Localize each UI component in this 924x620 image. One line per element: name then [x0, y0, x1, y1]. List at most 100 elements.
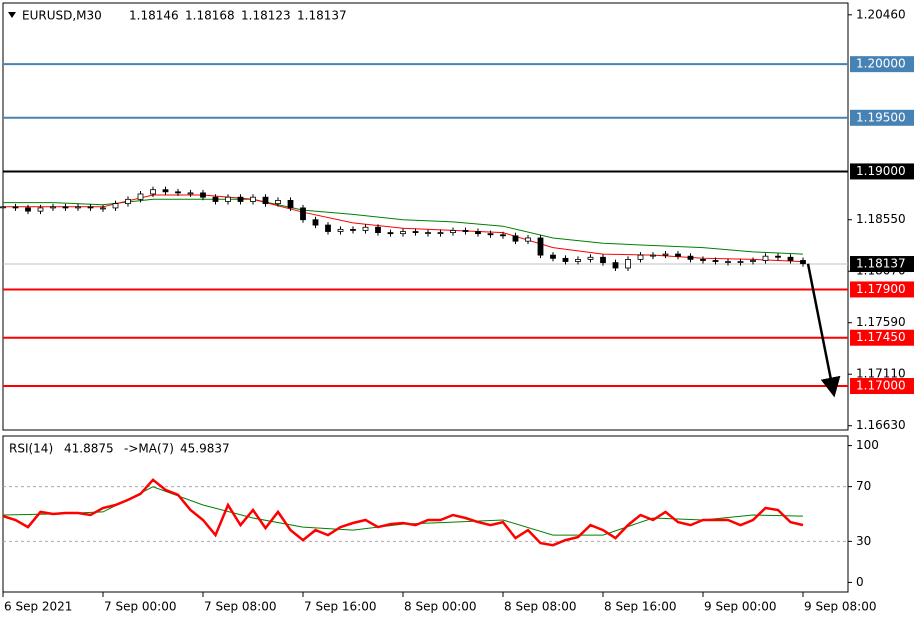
- candle-body: [362, 226, 369, 231]
- candle-body: [550, 254, 556, 259]
- candle-body: [487, 233, 494, 236]
- candle-body: [175, 191, 181, 194]
- candle-body: [200, 192, 206, 198]
- candle-body: [725, 261, 731, 263]
- candle-body: [412, 231, 419, 233]
- candle-body: [525, 237, 531, 242]
- rsi-value: 41.8875: [64, 442, 114, 456]
- y-tick-label: 70: [856, 479, 871, 493]
- candle-body: [612, 262, 619, 269]
- x-tick-label: 7 Sep 00:00: [104, 600, 176, 614]
- candle-body: [450, 230, 456, 233]
- rsi-ma-label: ->MA(7): [124, 442, 174, 456]
- last-price-label: 1.18137: [856, 257, 906, 271]
- x-tick-label: 9 Sep 08:00: [804, 600, 876, 614]
- y-tick-label: 1.18550: [856, 212, 906, 226]
- rsi-title: RSI(14): [9, 442, 53, 456]
- candle-body: [50, 206, 56, 209]
- candle-body: [712, 260, 719, 262]
- candle-body: [112, 203, 119, 209]
- price-pane: [2, 2, 849, 431]
- candle-body: [587, 256, 594, 260]
- moving-average: [3, 198, 804, 255]
- candle-body: [312, 219, 319, 226]
- candle-body: [512, 235, 519, 242]
- candle-body: [100, 207, 106, 210]
- y-tick-label: 1.20460: [856, 7, 906, 21]
- candle-body: [625, 259, 631, 269]
- rsi-line: [2, 478, 804, 547]
- y-tick-label: 100: [856, 438, 879, 452]
- candle-body: [787, 256, 794, 261]
- candle-body: [425, 232, 431, 234]
- candle-body: [650, 254, 656, 257]
- open: 1.18146: [129, 9, 179, 23]
- header: EURUSD,M30 1.18146 1.18168 1.18123 1.181…: [8, 9, 347, 23]
- candle-body: [537, 237, 544, 256]
- high: 1.18168: [185, 9, 235, 23]
- candle-body: [287, 200, 294, 209]
- candle-body: [437, 232, 444, 234]
- close: 1.18137: [297, 9, 347, 23]
- candle-body: [500, 234, 506, 237]
- candle-body: [675, 253, 681, 257]
- level-label: 1.17900: [856, 282, 906, 296]
- candle-body: [662, 253, 669, 256]
- candle-body: [12, 206, 19, 209]
- y-tick-label: 1.16630: [856, 418, 906, 432]
- candle-body: [775, 255, 781, 258]
- candle-body: [737, 261, 744, 263]
- level-tag: [850, 329, 914, 346]
- candle-body: [125, 198, 131, 205]
- x-tick-label: 6 Sep 2021: [4, 600, 72, 614]
- candle-body: [637, 254, 644, 260]
- x-tick-label: 9 Sep 00:00: [704, 600, 776, 614]
- candle-body: [337, 228, 344, 232]
- last-price-tag: [850, 256, 914, 273]
- candle-body: [700, 259, 706, 261]
- level-label: 1.17000: [856, 379, 906, 393]
- candle-body: [137, 193, 144, 200]
- candle-body: [462, 230, 469, 232]
- candle-body: [25, 207, 31, 212]
- candle-body: [75, 206, 81, 209]
- candle-body: [375, 226, 381, 233]
- candle-body: [237, 196, 244, 202]
- candle-body: [400, 231, 406, 235]
- y-tick-label: 0: [856, 575, 864, 589]
- candle-body: [275, 200, 281, 205]
- level-tag: [850, 109, 914, 126]
- candle-body: [687, 255, 694, 260]
- rsi-ma-line: [2, 486, 804, 536]
- candle-body: [87, 206, 94, 209]
- candle-body: [300, 207, 306, 221]
- candle-body: [475, 231, 481, 235]
- low: 1.18123: [241, 9, 291, 23]
- candle-body: [0, 206, 6, 209]
- rsi-pane: [2, 435, 849, 593]
- candle-body: [800, 260, 806, 265]
- rsi-ma-value: 45.9837: [180, 442, 230, 456]
- x-tick-label: 8 Sep 00:00: [404, 600, 476, 614]
- level-label: 1.17450: [856, 330, 906, 344]
- y-tick-label: 30: [856, 534, 871, 548]
- level-label: 1.19500: [856, 110, 906, 124]
- candle-body: [212, 196, 219, 202]
- candle-body: [325, 224, 331, 232]
- menu-arrow: [8, 12, 16, 18]
- candle-body: [575, 259, 581, 262]
- moving-average: [3, 194, 804, 263]
- candle-body: [225, 196, 231, 202]
- x-tick-label: 7 Sep 08:00: [204, 600, 276, 614]
- x-tick-label: 7 Sep 16:00: [304, 600, 376, 614]
- candle-body: [750, 260, 756, 262]
- candle-body: [37, 207, 44, 212]
- candle-body: [350, 228, 356, 231]
- level-tag: [850, 378, 914, 395]
- candle-body: [250, 196, 256, 202]
- x-tick-label: 8 Sep 08:00: [504, 600, 576, 614]
- candle-body: [162, 189, 169, 193]
- symbol: EURUSD,M30: [22, 9, 102, 23]
- candle-body: [762, 255, 769, 261]
